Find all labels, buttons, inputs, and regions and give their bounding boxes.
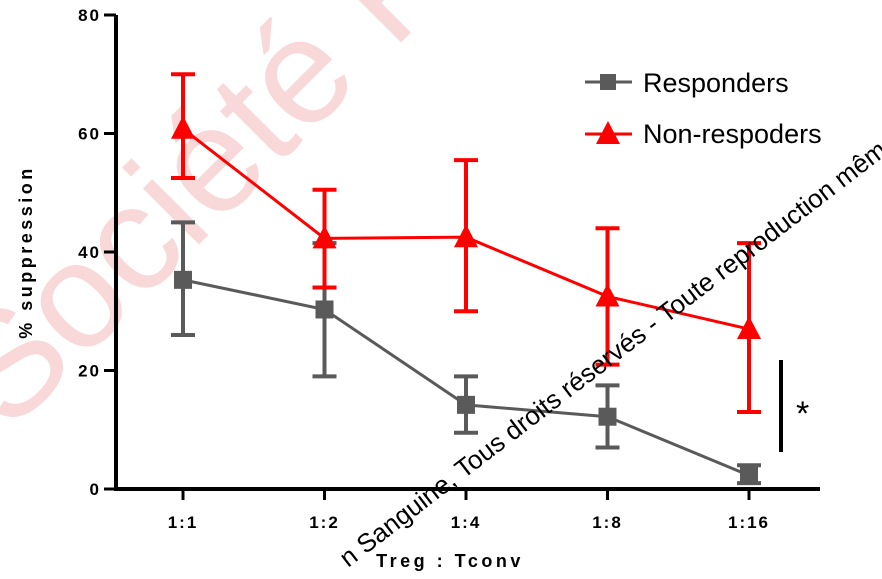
y-tick-label: 60 (78, 125, 101, 144)
data-point (171, 115, 195, 139)
y-tick-label: 0 (90, 480, 101, 499)
data-point (315, 300, 334, 319)
data-point (454, 224, 478, 248)
x-tick-label: 1:4 (451, 513, 482, 532)
y-tick-label: 20 (78, 362, 101, 381)
series-responders (171, 220, 761, 486)
x-tick-label: 1:2 (309, 513, 340, 532)
legend-non-responders-label: Non-respoders (643, 119, 822, 149)
series-layer (171, 72, 761, 486)
legend-responders-label: Responders (643, 68, 789, 98)
legend-item-responders: Responders (585, 68, 789, 98)
y-tick-label: 80 (78, 6, 101, 25)
data-point (737, 316, 761, 340)
x-axis-title: Treg : Tconv (376, 551, 524, 571)
y-tick-label: 40 (78, 243, 101, 262)
data-point (740, 466, 758, 485)
data-point (595, 283, 620, 307)
legend: Responders Non-respoders (585, 68, 822, 149)
data-point (312, 225, 337, 249)
significance-annotation: * (796, 395, 809, 433)
watermark-overlay: n Sanguine, Tous droits réservés - Toute… (333, 125, 882, 572)
y-ticks: 0 20 40 60 80 (78, 6, 116, 499)
x-tick-label: 1:8 (592, 513, 623, 532)
x-ticks: 1:1 1:2 1:4 1:8 1:16 (168, 489, 770, 532)
legend-non-responders-marker (596, 121, 620, 144)
x-tick-label: 1:16 (728, 513, 770, 532)
legend-responders-marker (600, 74, 616, 90)
data-point (598, 407, 617, 426)
x-tick-label: 1:1 (168, 513, 199, 532)
legend-item-non-responders: Non-respoders (585, 119, 822, 149)
y-axis-title: % suppression (16, 165, 36, 339)
series-non-responders (171, 72, 761, 414)
data-point (457, 395, 475, 414)
data-point (174, 270, 192, 289)
